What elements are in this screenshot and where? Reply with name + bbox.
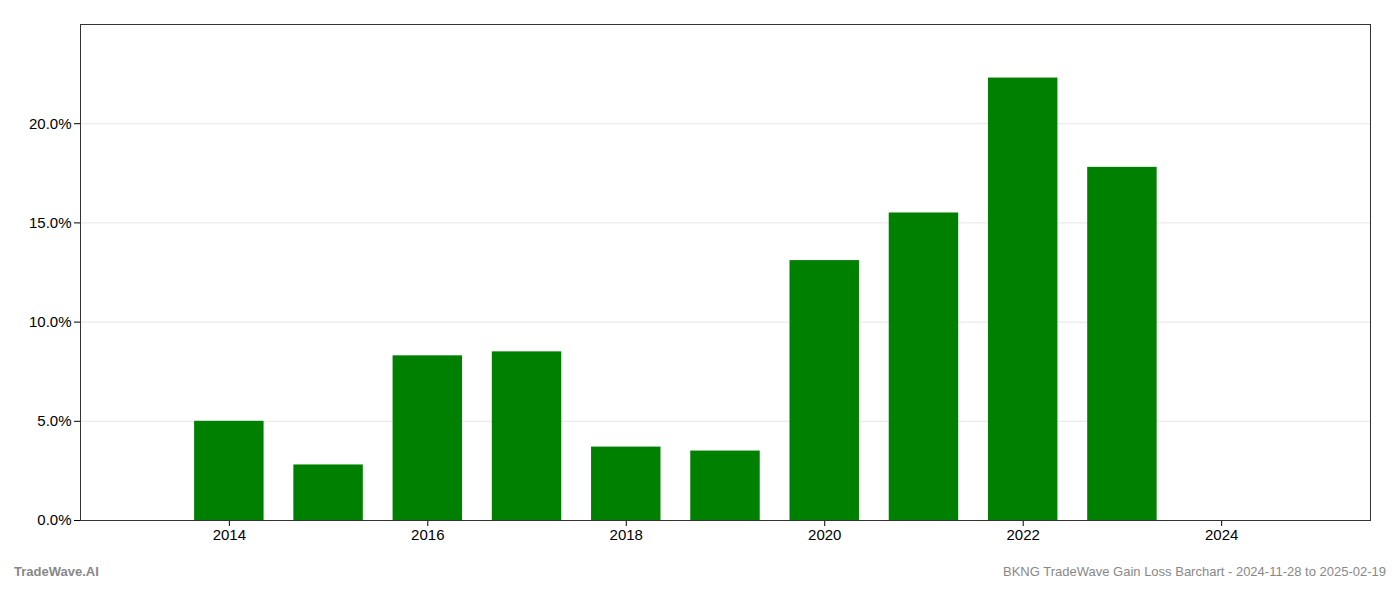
svg-text:5.0%: 5.0% (37, 412, 71, 429)
svg-text:15.0%: 15.0% (29, 214, 72, 231)
svg-text:0.0%: 0.0% (37, 511, 71, 528)
svg-text:2020: 2020 (808, 526, 841, 543)
svg-text:2016: 2016 (411, 526, 444, 543)
svg-text:20.0%: 20.0% (29, 115, 72, 132)
svg-text:2018: 2018 (610, 526, 643, 543)
svg-text:10.0%: 10.0% (29, 313, 72, 330)
html-text:BKNG TradeWave Gain Loss Barch: BKNG TradeWave Gain Loss Barchart - 2024… (1003, 564, 1386, 579)
html-text:TradeWave.AI: TradeWave.AI (14, 564, 99, 579)
svg-text:2024: 2024 (1205, 526, 1238, 543)
svg-text:2022: 2022 (1007, 526, 1040, 543)
svg-text:2014: 2014 (213, 526, 246, 543)
